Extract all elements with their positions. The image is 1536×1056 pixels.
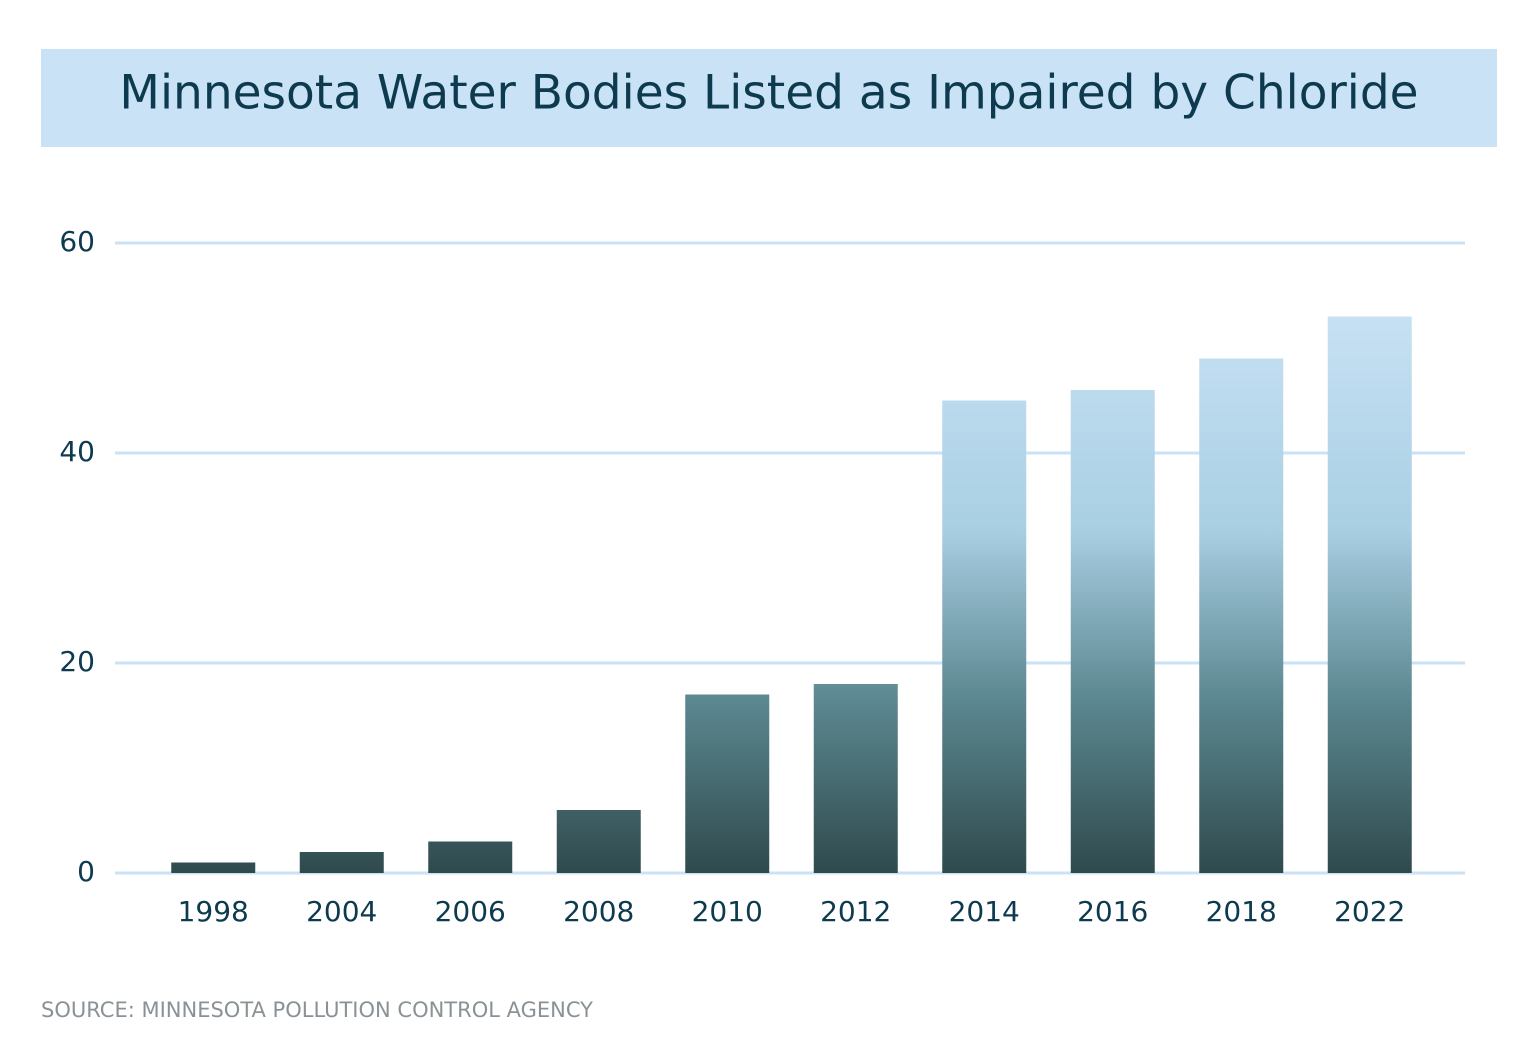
x-tick-label: 2006 bbox=[435, 895, 506, 928]
x-tick-label: 2012 bbox=[820, 895, 891, 928]
bar bbox=[299, 852, 384, 873]
y-tick-label: 0 bbox=[77, 855, 95, 888]
x-tick-label: 2022 bbox=[1334, 895, 1405, 928]
x-tick-label: 2018 bbox=[1206, 895, 1277, 928]
title-box bbox=[41, 49, 1497, 147]
bar bbox=[685, 694, 770, 873]
x-tick-label: 1998 bbox=[178, 895, 249, 928]
bar bbox=[942, 400, 1027, 873]
bar bbox=[1070, 390, 1155, 873]
y-tick-label: 20 bbox=[59, 645, 95, 678]
x-tick-label: 2008 bbox=[563, 895, 634, 928]
y-tick-label: 40 bbox=[59, 435, 95, 468]
x-tick-label: 2004 bbox=[306, 895, 377, 928]
x-tick-label: 2010 bbox=[692, 895, 763, 928]
x-tick-label: 2016 bbox=[1077, 895, 1148, 928]
chart-title: Minnesota Water Bodies Listed as Impaire… bbox=[119, 66, 1418, 121]
bar bbox=[428, 841, 513, 873]
bar bbox=[556, 810, 641, 873]
bar bbox=[813, 684, 898, 873]
y-tick-label: 60 bbox=[59, 225, 95, 258]
bar bbox=[1199, 358, 1284, 873]
x-tick-label: 2014 bbox=[949, 895, 1020, 928]
source-note: SOURCE: MINNESOTA POLLUTION CONTROL AGEN… bbox=[41, 998, 593, 1022]
bar bbox=[171, 862, 256, 873]
bar bbox=[1327, 316, 1412, 873]
